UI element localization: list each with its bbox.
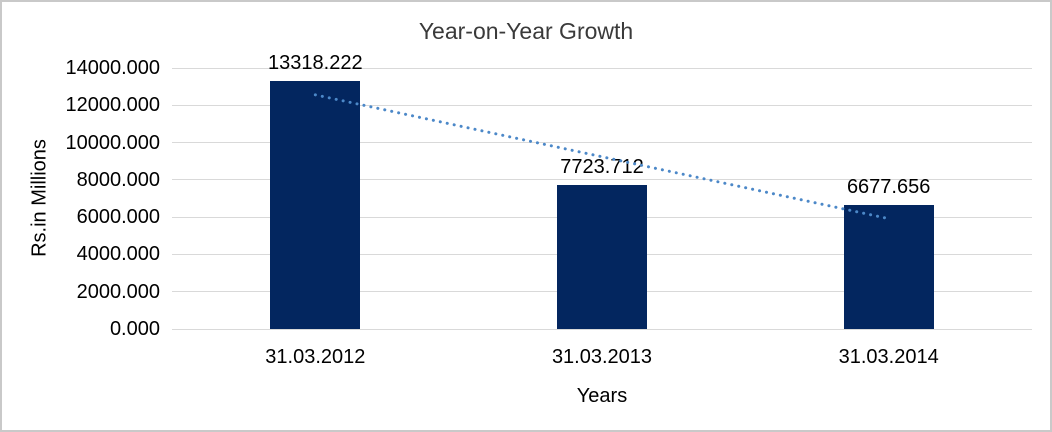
- bar-value-label: 7723.712: [560, 156, 644, 178]
- bar-31.03.2013: [557, 185, 647, 329]
- x-tick-label: 31.03.2013: [551, 346, 653, 368]
- y-tick-label: 4000.000: [76, 243, 160, 266]
- y-tick-label: 2000.000: [76, 280, 160, 303]
- x-tick-label: 31.03.2012: [265, 346, 366, 368]
- y-tick-label: 12000.000: [65, 94, 160, 117]
- x-tick-label: 31.03.2014: [838, 346, 939, 368]
- y-tick-label: 14000.000: [65, 57, 160, 79]
- bar-31.03.2014: [843, 204, 934, 329]
- bar-value-label: 13318.222: [268, 51, 363, 74]
- y-tick-label: 8000.000: [76, 168, 160, 191]
- y-tick-label: 10000.000: [65, 131, 160, 154]
- y-axis-title: Rs.in Millions: [28, 139, 51, 257]
- y-tick-label: 0.000: [109, 318, 160, 340]
- y-tick-label: 6000.000: [76, 206, 160, 229]
- chart-title: Year-on-Year Growth: [418, 18, 634, 44]
- x-axis-title: Years: [576, 385, 628, 407]
- bar-31.03.2012: [270, 80, 361, 329]
- bar-value-label: 6677.656: [846, 175, 931, 198]
- gridline: [172, 328, 1032, 330]
- gridline: [172, 67, 1032, 69]
